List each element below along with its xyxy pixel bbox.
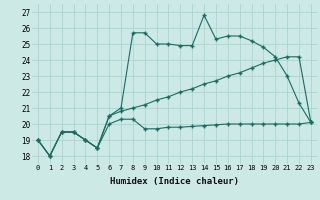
- X-axis label: Humidex (Indice chaleur): Humidex (Indice chaleur): [110, 177, 239, 186]
